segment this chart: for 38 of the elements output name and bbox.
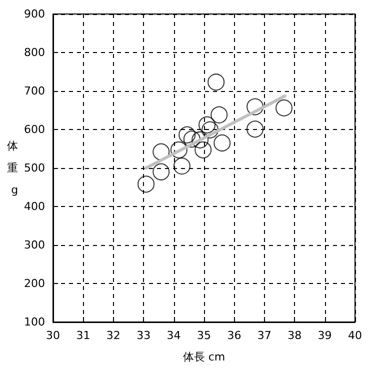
point bbox=[138, 176, 155, 193]
point bbox=[210, 106, 228, 124]
point bbox=[276, 99, 293, 116]
point bbox=[170, 141, 188, 158]
x-tick-label: 30 bbox=[46, 329, 60, 342]
point bbox=[246, 98, 264, 116]
point bbox=[214, 134, 231, 152]
point bbox=[202, 121, 219, 138]
x-tick-label: 31 bbox=[76, 329, 90, 342]
point bbox=[192, 131, 209, 148]
y-tick-label: 400 bbox=[24, 200, 45, 213]
point bbox=[208, 74, 225, 91]
y-tick-label: 300 bbox=[24, 238, 45, 252]
x-tick-label: 38 bbox=[288, 329, 302, 342]
x-tick-label: 33 bbox=[136, 329, 151, 342]
point bbox=[152, 163, 170, 180]
x-tick-label: 40 bbox=[348, 329, 362, 342]
y-tick-label: 500 bbox=[24, 162, 45, 174]
point bbox=[198, 116, 216, 134]
point bbox=[194, 141, 212, 158]
x-tick-label: 37 bbox=[257, 329, 272, 342]
x-tick-label: 32 bbox=[106, 329, 120, 342]
x-tick-label: 39 bbox=[318, 329, 332, 342]
y-tick-label: 200 bbox=[24, 277, 45, 290]
x-tick-label: 36 bbox=[227, 329, 242, 342]
point bbox=[173, 158, 190, 175]
point bbox=[183, 130, 200, 148]
point bbox=[178, 126, 196, 144]
y-tick-label: 900 bbox=[24, 8, 45, 20]
y-axis-title: 体重 g bbox=[7, 140, 18, 196]
y-tick-label: 800 bbox=[24, 46, 45, 59]
x-axis-title: 体長 cm bbox=[182, 350, 226, 364]
x-tick-label: 35 bbox=[197, 329, 211, 342]
y-tick-label: 100 bbox=[24, 316, 45, 328]
x-tick-label: 34 bbox=[166, 329, 181, 342]
point bbox=[246, 120, 264, 138]
y-tick-label: 600 bbox=[24, 123, 45, 136]
y-tick-label: 700 bbox=[24, 84, 45, 98]
